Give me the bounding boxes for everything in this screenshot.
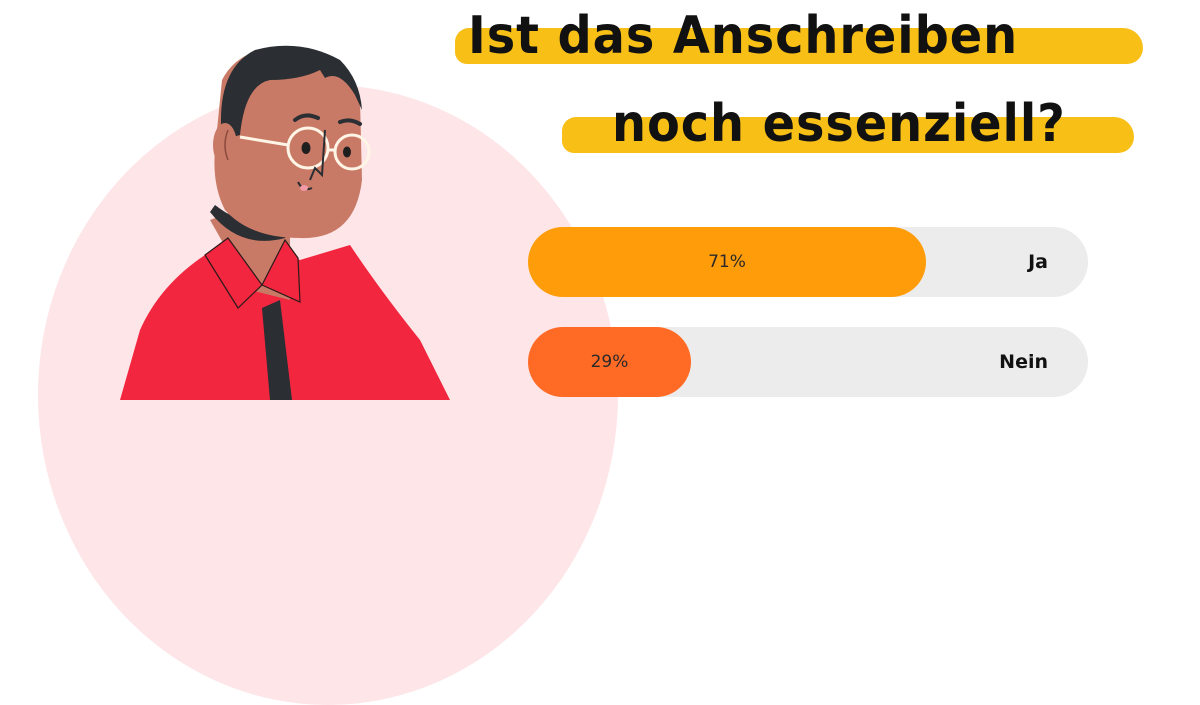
person-illustration <box>120 45 450 400</box>
poll-option-nein[interactable]: 29% Nein <box>528 327 1088 397</box>
label-nein: Nein <box>999 351 1048 373</box>
percent-ja: 71% <box>708 252 746 272</box>
title-line-1: Ist das Anschreiben <box>468 6 1019 66</box>
poll-bar-nein: 29% <box>528 327 691 397</box>
collar-right <box>261 238 301 303</box>
poll-option-ja[interactable]: 71% Ja <box>528 227 1088 297</box>
poll-bar-ja: 71% <box>528 227 926 297</box>
percent-nein: 29% <box>590 352 629 372</box>
tie-shape <box>262 300 292 400</box>
shirt-shape <box>120 235 450 400</box>
glasses-right-lens <box>333 133 371 171</box>
title-line-2: noch essenziell? <box>612 94 1066 154</box>
hair-shape <box>220 45 362 140</box>
title-highlight-1 <box>455 28 1143 64</box>
title-highlight-2 <box>562 117 1134 153</box>
label-ja: Ja <box>1028 251 1048 273</box>
glasses-left-lens <box>286 126 330 170</box>
